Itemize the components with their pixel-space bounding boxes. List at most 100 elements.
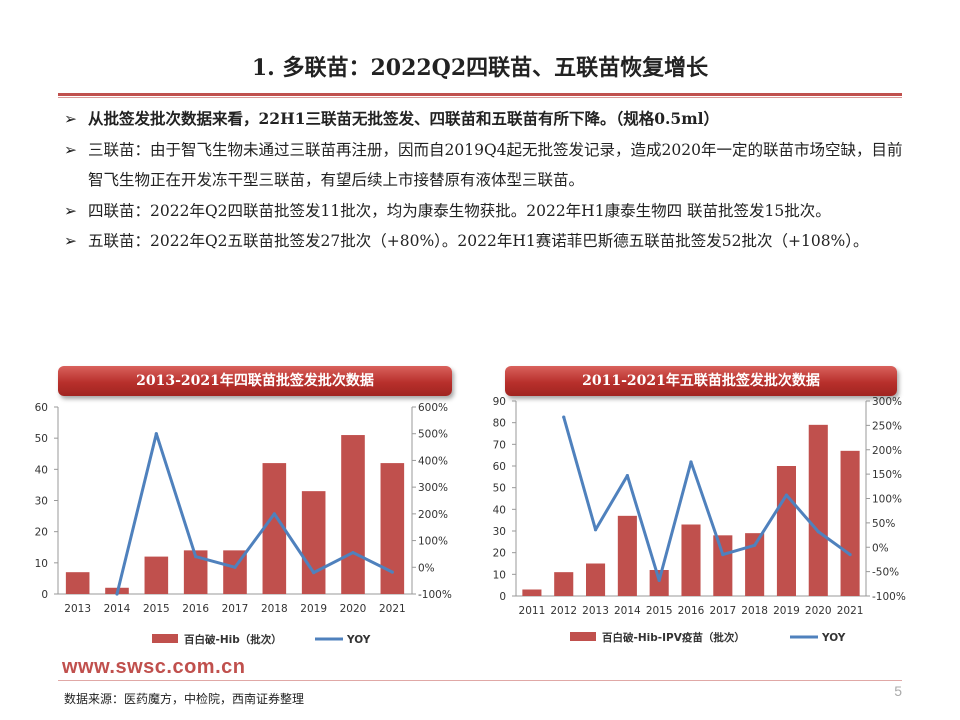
yoy-point <box>625 473 629 478</box>
yoy-point <box>233 565 237 569</box>
bar <box>262 463 287 594</box>
yoy-point <box>657 578 661 582</box>
page-number: 5 <box>894 683 902 699</box>
left-tick-label: 50 <box>493 483 506 495</box>
right-tick-label: 100% <box>418 536 448 548</box>
bar <box>649 570 669 596</box>
x-tick-label: 2016 <box>182 603 209 615</box>
x-tick-label: 2017 <box>222 603 249 615</box>
left-tick-label: 90 <box>493 396 506 408</box>
yoy-point <box>721 552 725 557</box>
x-tick-label: 2013 <box>64 603 91 615</box>
arrow-bullet-icon: ➢ <box>64 140 77 159</box>
left-tick-label: 60 <box>493 461 506 473</box>
x-tick-label: 2021 <box>379 603 406 615</box>
legend-bar-label: 百白破-Hib-IPV疫苗（批次） <box>602 631 745 644</box>
yoy-point <box>390 570 394 574</box>
right-tick-label: 200% <box>872 445 902 457</box>
bar <box>554 572 574 596</box>
x-tick-label: 2012 <box>550 605 577 617</box>
x-tick-label: 2017 <box>709 605 736 617</box>
bar <box>522 589 542 596</box>
x-tick-label: 2013 <box>582 605 609 617</box>
bullet-item: ➢ 从批签发批次数据来看，22H1三联苗无批签发、四联苗和五联苗有所下降。（规格… <box>64 104 904 135</box>
yoy-point <box>816 530 820 534</box>
yoy-point <box>351 550 355 555</box>
yoy-point <box>272 512 276 516</box>
left-tick-label: 0 <box>499 591 506 603</box>
x-tick-label: 2014 <box>104 603 131 615</box>
right-tick-label: 100% <box>872 494 902 506</box>
right-tick-label: 500% <box>418 429 448 441</box>
left-tick-label: 50 <box>35 433 48 445</box>
left-tick-label: 60 <box>35 402 48 414</box>
yoy-point <box>562 415 566 419</box>
right-tick-label: 150% <box>872 469 902 481</box>
right-tick-label: 400% <box>418 455 448 467</box>
yoy-point <box>115 592 119 596</box>
yoy-point <box>312 571 316 575</box>
bar <box>65 572 90 594</box>
right-tick-label: 0% <box>872 542 889 554</box>
chart-four-valent: 0 10 20 30 40 50 60 -100% 0% 100% 200% 300% 400% 500%… <box>35 402 452 646</box>
left-tick-label: 30 <box>35 496 48 508</box>
arrow-bullet-icon: ➢ <box>64 232 77 250</box>
bar <box>144 556 169 594</box>
x-tick-label: 2020 <box>340 603 367 615</box>
chart-title-pill-2: 2011-2021年五联苗批签发批次数据 <box>505 366 897 396</box>
bullet-item: ➢ 四联苗：2022年Q2四联苗批签发11批次，均为康泰生物获批。2022年H1… <box>64 196 904 227</box>
yoy-point <box>593 528 598 532</box>
x-tick-label: 2021 <box>837 605 864 617</box>
yoy-point <box>753 543 757 547</box>
bar <box>776 466 796 596</box>
right-tick-label: 600% <box>418 402 448 414</box>
x-tick-label: 2018 <box>261 603 288 615</box>
bar <box>808 424 828 596</box>
legend-line-label: YOY <box>821 632 846 644</box>
yoy-point <box>848 552 852 557</box>
right-tick-label: 50% <box>872 518 895 530</box>
right-tick-label: -50% <box>872 567 899 579</box>
yoy-point <box>689 460 693 464</box>
yoy-line <box>562 416 851 582</box>
left-tick-label: 20 <box>35 527 48 539</box>
footer-divider <box>58 680 902 681</box>
source-note: 数据来源：医药魔方，中检院，西南证券整理 <box>64 692 305 706</box>
legend-bar-swatch <box>152 634 178 643</box>
right-tick-label: 300% <box>418 482 448 494</box>
chart-title-pill-1: 2013-2021年四联苗批签发批次数据 <box>58 366 452 396</box>
legend-bar-swatch <box>570 632 596 641</box>
bar <box>380 463 405 594</box>
bar <box>586 563 606 596</box>
chart-five-valent: 0 10 20 30 40 50 60 70 80 90 -100% -50% 0% 50% 100% 150… <box>493 396 906 644</box>
x-tick-label: 2015 <box>646 605 673 617</box>
right-tick-label: 200% <box>418 509 448 521</box>
yoy-point <box>194 555 198 559</box>
bullet-item: ➢ 五联苗：2022年Q2五联苗批签发27批次（+80%）。2022年H1赛诺菲… <box>64 226 904 257</box>
x-tick-label: 2020 <box>805 605 832 617</box>
bar <box>745 533 765 596</box>
yoy-line <box>115 432 393 595</box>
left-tick-label: 80 <box>493 418 506 430</box>
x-tick-label: 2019 <box>300 603 327 615</box>
left-tick-label: 10 <box>493 569 506 581</box>
left-tick-label: 30 <box>493 526 506 538</box>
yoy-point <box>154 432 158 436</box>
bar <box>617 515 637 596</box>
page-title: 1. 多联苗：2022Q2四联苗、五联苗恢复增长 <box>251 55 709 81</box>
bullet-text: 五联苗：2022年Q2五联苗批签发27批次（+80%）。2022年H1赛诺菲巴斯… <box>88 232 869 250</box>
bar <box>183 550 208 594</box>
bar <box>840 450 860 596</box>
left-tick-label: 40 <box>35 464 48 476</box>
left-tick-label: 10 <box>35 558 48 570</box>
yoy-point <box>784 493 789 497</box>
legend-bar-label: 百白破-Hib（批次） <box>184 633 282 646</box>
bullet-text: 三联苗：由于智飞生物未通过三联苗再注册，因而自2019Q4起无批签发记录，造成2… <box>88 140 903 190</box>
x-tick-label: 2019 <box>773 605 800 617</box>
bar <box>681 524 701 596</box>
right-tick-label: 0% <box>418 562 435 574</box>
footer-url[interactable]: www.swsc.com.cn <box>62 656 246 678</box>
bar <box>341 435 365 594</box>
bar <box>713 535 733 596</box>
legend-line-label: YOY <box>346 634 371 646</box>
